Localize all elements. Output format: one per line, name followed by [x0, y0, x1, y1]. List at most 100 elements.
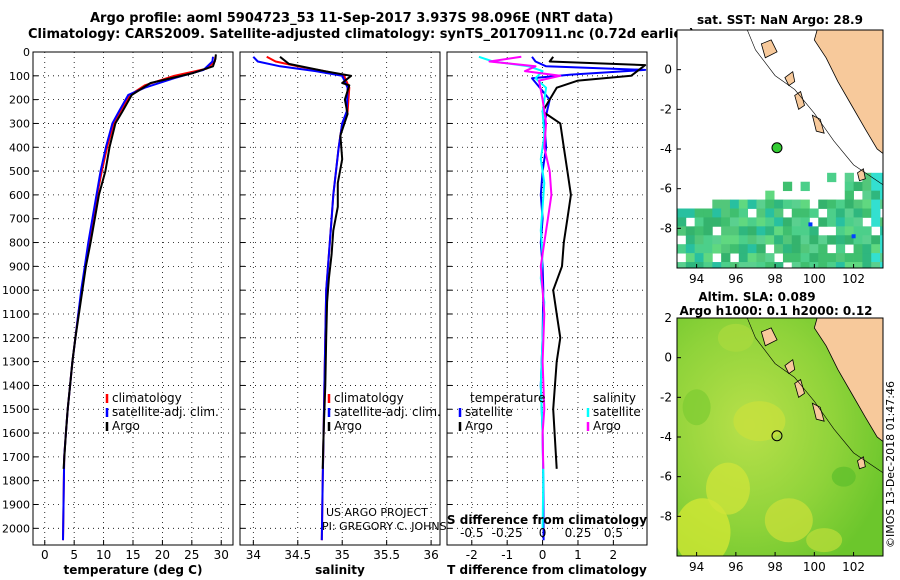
- sla-anomaly: [717, 323, 754, 352]
- sst-cell: [703, 244, 713, 254]
- depth-tick-label: 400: [9, 141, 30, 154]
- sst-cell: [694, 226, 704, 236]
- sst-cell: [721, 235, 731, 245]
- sst-cell: [791, 226, 801, 236]
- sst-cell: [765, 226, 775, 236]
- sst-cell: [783, 271, 792, 280]
- sst-cell: [809, 244, 819, 254]
- sst-cell: [765, 208, 775, 218]
- map_sla-content: [677, 318, 883, 556]
- sst-cell: [827, 172, 837, 183]
- sst-cell: [729, 244, 740, 254]
- sst-cell: [756, 262, 766, 268]
- sst-cell: [738, 217, 749, 227]
- sst-cell: [703, 226, 713, 236]
- depth-tick-label: 1400: [2, 379, 30, 392]
- credit-project: US ARGO PROJECT: [326, 506, 428, 519]
- map_sst-ytick-label: -2: [660, 102, 672, 116]
- sst-cell: [782, 244, 793, 254]
- temp-legend-1: satellite-adj. clim.: [112, 405, 219, 419]
- map_sst-xtick-label: 96: [728, 272, 743, 286]
- map_sla-depth-contour: [746, 318, 883, 473]
- sst-cell: [827, 199, 837, 209]
- sst-cell: [685, 262, 696, 268]
- temperature-series-argo: [62, 54, 217, 469]
- map-sla-title-2: Argo h1000: 0.1 h2000: 0.12: [679, 304, 872, 318]
- sst-cell: [756, 199, 766, 209]
- sst-cell: [747, 226, 757, 236]
- sst-cell-blue: [851, 234, 856, 239]
- map_sst-ytick-label: -8: [660, 221, 672, 235]
- sst-cell: [800, 235, 810, 245]
- salinity-xlabel: salinity: [315, 563, 365, 577]
- sst-cell: [871, 190, 881, 200]
- sst-cell: [835, 226, 846, 236]
- difference-xtick-label: -1: [501, 548, 513, 562]
- sst-cell: [694, 253, 704, 263]
- sst-cell: [800, 181, 810, 192]
- sst-cell: [782, 199, 793, 209]
- map_sla-ytick-label: -6: [660, 470, 672, 484]
- sst-cell: [774, 244, 784, 254]
- sst-cell: [729, 208, 740, 218]
- sst-cell: [853, 208, 863, 218]
- sst-cell: [756, 217, 766, 227]
- sst-cell-blue: [808, 222, 813, 227]
- sst-cell: [862, 208, 872, 218]
- map_sla-ytick-label: -4: [660, 430, 672, 444]
- sst-cell: [871, 172, 881, 183]
- sst-cell: [827, 262, 837, 268]
- sst-cell: [738, 208, 749, 218]
- sst-cell: [756, 244, 766, 254]
- sst-cell: [880, 172, 883, 183]
- sal-legend-0: climatology: [334, 391, 404, 405]
- panel-difference: -2 -1 0 1 2T difference from climatology S di…: [446, 51, 648, 577]
- sst-cell: [800, 262, 810, 268]
- depth-tick-label: 100: [9, 70, 30, 83]
- salinity-xtick-label: 35: [335, 548, 350, 562]
- sst-cell: [818, 217, 828, 227]
- map_sst-xtick-label: 102: [842, 272, 865, 286]
- sst-cell: [694, 235, 704, 245]
- difference-xtick-label: 0: [539, 548, 547, 562]
- sst-cell: [800, 208, 810, 218]
- sst-cell: [835, 199, 846, 209]
- sst-cell: [800, 217, 810, 227]
- watermark-text: ©IMOS 13-Dec-2018 01:47:46: [884, 381, 897, 548]
- sst-cell: [703, 262, 713, 268]
- sst-cell: [827, 235, 837, 245]
- temp-legend-2: Argo: [112, 419, 140, 433]
- sst-cell: [721, 226, 731, 236]
- sst-cell: [791, 217, 801, 227]
- map_sst-xtick-label: 100: [803, 272, 826, 286]
- sst-cell: [703, 235, 713, 245]
- sst-cell: [721, 199, 731, 209]
- depth-tick-label: 1800: [2, 475, 30, 488]
- sst-cell: [721, 217, 731, 227]
- sst-cell: [747, 262, 757, 268]
- sst-cell: [756, 271, 765, 280]
- difference-top-tick-label: 0.25: [565, 526, 592, 540]
- sst-cell: [880, 262, 883, 268]
- sst-cell: [844, 172, 854, 183]
- sst-cell: [818, 235, 828, 245]
- sst-cell: [844, 253, 854, 263]
- sst-cell: [677, 208, 687, 218]
- sst-cell: [871, 244, 881, 254]
- sst-cell: [703, 208, 713, 218]
- difference-xtick-label: 1: [574, 548, 582, 562]
- map-sst-title: sat. SST: NaN Argo: 28.9: [697, 13, 863, 27]
- sst-cell: [747, 235, 757, 245]
- sst-cell: [765, 253, 775, 263]
- depth-tick-label: 700: [9, 213, 30, 226]
- sst-cell: [853, 226, 863, 236]
- difference-series-s-satellite: [478, 55, 548, 529]
- sst-cell: [818, 199, 828, 209]
- map_sla-xtick-label: 102: [842, 560, 865, 574]
- sst-cell: [844, 190, 854, 200]
- diff-legend-right-1: Argo: [593, 419, 621, 433]
- sst-cell: [729, 199, 740, 209]
- sst-cell: [791, 244, 801, 254]
- sst-cell: [862, 181, 872, 192]
- sst-cell: [774, 199, 784, 209]
